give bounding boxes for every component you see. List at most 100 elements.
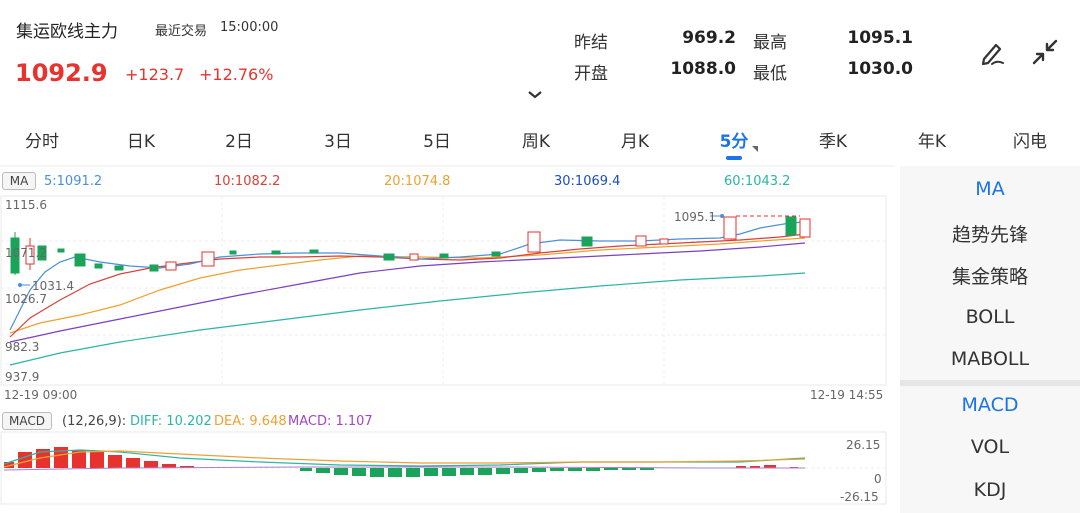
ma5-value: 5:1091.2 [44,174,103,189]
ma20-value: 20:1074.8 [384,174,451,189]
candle-down [149,264,159,272]
tab-5-min[interactable]: 5分 [719,132,749,152]
candle-up [723,216,737,240]
ma-tag[interactable]: MA [2,172,36,190]
macd-axis-zero: 0 [874,472,882,486]
tab-season-k[interactable]: 季K [818,132,848,152]
macd-axis-bottom: -26.15 [840,490,879,504]
price-change: +123.7 [125,65,185,84]
pen-draw-icon[interactable] [978,37,1008,67]
high-value: 1095.1 [847,28,913,48]
open-value: 1088.0 [670,59,736,79]
candle-down [57,248,65,253]
y-axis-top: 1115.6 [5,198,47,212]
tab-week-k[interactable]: 周K [521,132,551,152]
candle-up [409,253,419,261]
low-mark-label: 1031.4 [32,279,74,293]
candle-up [799,218,811,238]
collapse-arrows-icon[interactable] [1030,37,1060,67]
sub-indicator-group: MACD VOL KDJ [900,386,1080,513]
time-start: 12-19 09:00 [4,388,78,402]
indicator-trend-pioneer[interactable]: 趋势先锋 [951,224,1028,246]
candle-down [37,245,47,261]
low-label: 最低 [753,64,787,84]
indicator-macd[interactable]: MACD [961,394,1019,416]
tab-year-k[interactable]: 年K [917,132,947,152]
tab-fenshi[interactable]: 分时 [25,132,59,152]
low-value: 1030.0 [847,59,913,79]
candle-down [491,251,501,257]
open-label: 开盘 [574,64,608,84]
ma30-line [9,242,806,343]
macd-params: (12,26,9): [62,414,127,429]
high-label: 最高 [753,33,787,53]
price-change-percent: +12.76% [199,65,274,84]
macd-axis-top: 26.15 [846,438,881,452]
tab-5-day[interactable]: 5日 [423,132,451,152]
macd-purple-line [3,466,805,471]
candle-up [165,261,177,271]
high-mark-label: 1095.1 [674,210,716,224]
ma60-value: 60:1043.2 [724,174,791,189]
candle-up [201,251,215,267]
trade-time: 15:00:00 [220,20,279,35]
ma10-value: 10:1082.2 [214,174,281,189]
candle-down [581,236,593,247]
dea-line [3,450,806,468]
ma60-line [9,272,806,366]
candle-down [10,237,20,274]
quote-header: 集运欧线主力 最近交易 15:00:00 1092.9 +123.7 +12.7… [0,0,1080,112]
macd-dea: DEA: 9.648 [214,414,287,429]
y-axis-mid2: 982.3 [5,340,40,354]
macd-histogram [3,447,806,477]
y-axis-current: 1071.2 [5,246,47,260]
main-grid [0,195,887,386]
candle-down [94,263,103,269]
panel-divider [900,380,1080,386]
ma30-value: 30:1069.4 [554,174,621,189]
candle-up [527,231,541,253]
chevron-down-icon[interactable] [527,90,543,100]
candle-down [785,216,797,236]
y-axis-bottom: 937.9 [5,370,40,384]
macd-tag[interactable]: MACD [2,412,52,430]
active-tab-indicator [726,156,742,160]
last-price: 1092.9 [15,59,108,87]
candle-down [309,249,319,254]
candle-down [229,250,237,255]
tab-day-k[interactable]: 日K [126,132,156,152]
prev-settle-value: 969.2 [682,28,736,48]
main-indicator-group: MA 趋势先锋 集金策略 BOLL MABOLL [900,166,1080,380]
candle-up [635,235,647,247]
contract-title: 集运欧线主力 [16,22,118,42]
candle-down [271,250,281,255]
indicator-maboll[interactable]: MABOLL [950,348,1030,370]
indicator-ma[interactable]: MA [975,178,1005,200]
kline-chart[interactable] [0,0,895,513]
indicator-boll[interactable]: BOLL [965,306,1015,328]
indicator-panel: MA 趋势先锋 集金策略 BOLL MABOLL MACD VOL KDJ [900,166,1080,513]
candle-down [74,253,86,267]
macd-diff: DIFF: 10.202 [130,414,212,429]
candle-down [114,265,124,271]
tab-3-day[interactable]: 3日 [324,132,352,152]
indicator-kdj[interactable]: KDJ [973,479,1007,501]
ma10-line [9,233,806,338]
candle-up [659,238,669,245]
time-end: 12-19 14:55 [810,388,884,402]
macd-grid [0,431,887,505]
indicator-jijin-strategy[interactable]: 集金策略 [951,266,1028,288]
tab-flash[interactable]: 闪电 [1013,132,1047,152]
tab-dropdown-caret-icon[interactable] [752,146,758,152]
prev-settle-label: 昨结 [574,33,608,53]
ma20-line [9,237,806,334]
candle-down [439,253,449,259]
diff-line [3,449,806,467]
period-tabs: 分时 日K 2日 3日 5日 周K 月K 5分 季K 年K 闪电 [0,114,1080,164]
indicator-vol[interactable]: VOL [970,436,1010,458]
tab-month-k[interactable]: 月K [620,132,650,152]
ma5-line [9,221,806,331]
macd-value: MACD: 1.107 [288,414,373,429]
tab-2-day[interactable]: 2日 [225,132,253,152]
trade-label: 最近交易 [155,24,208,39]
